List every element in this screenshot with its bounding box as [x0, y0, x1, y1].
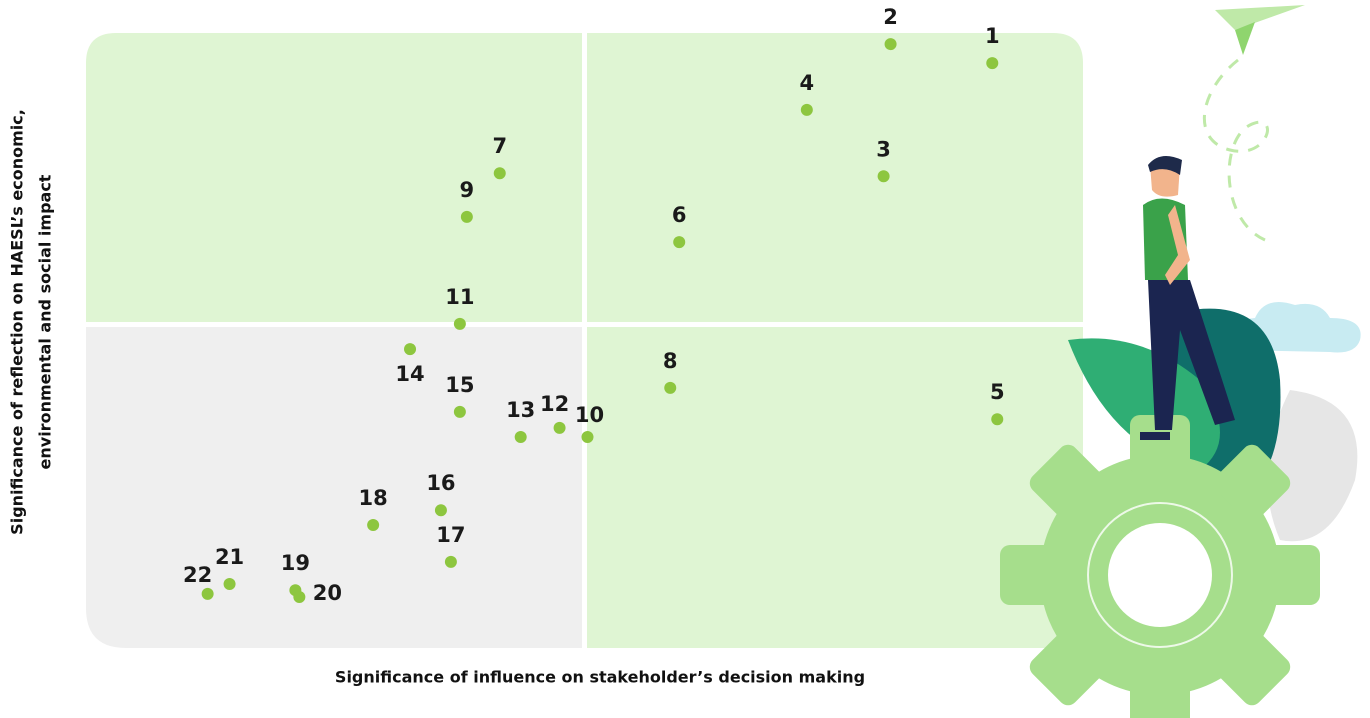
- point: [800, 103, 813, 116]
- point-label: 3: [876, 137, 891, 161]
- point-label: 1: [985, 24, 1000, 48]
- point-label: 13: [506, 398, 535, 422]
- point-label: 14: [395, 362, 424, 386]
- y-axis-label-line: environmental and social impact: [36, 174, 55, 469]
- point: [444, 555, 457, 568]
- point: [553, 421, 566, 434]
- point-label: 22: [183, 563, 212, 587]
- point-label: 11: [445, 285, 474, 309]
- point: [991, 413, 1004, 426]
- point-label: 21: [215, 545, 244, 569]
- point: [514, 431, 527, 444]
- gear-hole: [1108, 523, 1212, 627]
- x-axis-label: Significance of influence on stakeholder…: [335, 668, 865, 687]
- point-label: 5: [990, 380, 1005, 404]
- point-label: 6: [672, 203, 687, 227]
- leaf-grey: [1267, 390, 1358, 542]
- point-label: 10: [575, 403, 604, 427]
- plane-trail: [1202, 58, 1269, 242]
- y-axis-label-line: Significance of reflection on HAESL’s ec…: [8, 109, 27, 535]
- point-label: 15: [445, 373, 474, 397]
- point: [201, 587, 214, 600]
- point: [493, 167, 506, 180]
- point-label: 4: [800, 71, 815, 95]
- point: [367, 519, 380, 531]
- point-label: 8: [663, 349, 678, 373]
- point-label: 19: [281, 551, 310, 575]
- paper-plane: [1215, 5, 1305, 30]
- point: [877, 170, 890, 183]
- point-label: 12: [540, 392, 569, 416]
- gear: [1000, 415, 1320, 718]
- point: [293, 590, 306, 603]
- point: [664, 381, 677, 394]
- quadrant-top-left: [86, 33, 582, 322]
- point-label: 2: [883, 5, 898, 29]
- point: [223, 578, 236, 591]
- point: [404, 343, 417, 356]
- quadrant-top-right: [587, 33, 1083, 322]
- point-label: 18: [359, 486, 388, 510]
- point: [581, 431, 594, 444]
- point: [884, 38, 897, 51]
- illustration: [1000, 5, 1361, 718]
- point-label: 17: [436, 523, 465, 547]
- quadrant-bottom-right: [587, 327, 1083, 648]
- point: [673, 236, 686, 249]
- point-label: 7: [492, 134, 507, 158]
- point: [453, 405, 466, 418]
- point-label: 20: [313, 581, 342, 605]
- person: [1140, 156, 1235, 440]
- point: [453, 317, 466, 330]
- y-axis-label: Significance of reflection on HAESL’s ec…: [8, 109, 55, 535]
- point: [986, 57, 999, 70]
- paper-plane-fold: [1235, 22, 1255, 55]
- point: [460, 210, 473, 223]
- point-label: 9: [460, 178, 475, 202]
- point-label: 16: [426, 471, 455, 495]
- point: [434, 504, 447, 517]
